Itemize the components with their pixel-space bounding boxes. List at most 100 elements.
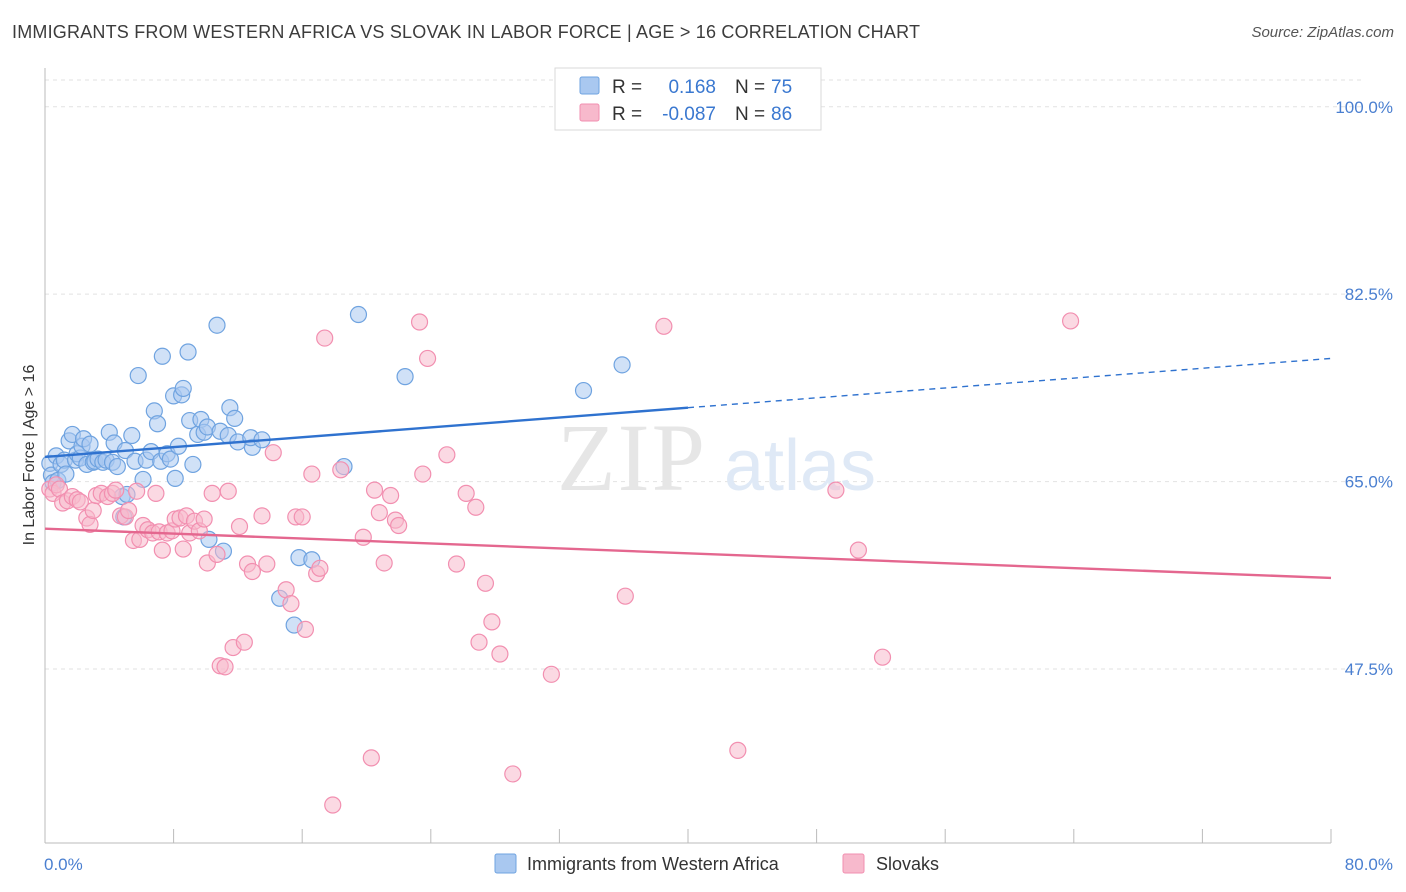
point-western-africa	[153, 347, 171, 365]
point-slovaks	[203, 484, 221, 502]
x-tick-labels: 0.0% 80.0%	[44, 855, 1393, 874]
point-slovaks	[230, 517, 249, 536]
legend-n-label: N =	[735, 104, 765, 125]
point-western-africa	[129, 366, 147, 385]
series-legend: Immigrants from Western Africa Slovaks	[494, 853, 939, 874]
point-slovaks	[616, 587, 634, 605]
point-slovaks	[365, 481, 384, 499]
point-slovaks	[153, 541, 171, 559]
watermark-atlas: atlas	[724, 426, 876, 506]
point-western-africa	[148, 415, 167, 433]
data-points	[41, 305, 1080, 814]
point-slovaks	[216, 658, 234, 676]
watermark-zip: ZIP	[557, 404, 707, 511]
point-slovaks	[316, 329, 334, 347]
point-slovaks	[418, 349, 437, 368]
point-slovaks	[84, 501, 102, 520]
point-slovaks	[390, 516, 408, 535]
point-slovaks	[457, 484, 475, 502]
point-slovaks	[414, 465, 432, 483]
watermark: ZIP atlas	[557, 404, 876, 511]
trend-line-western-africa-extension	[687, 357, 1332, 409]
legend-swatch-pink	[579, 103, 600, 122]
point-western-africa	[57, 465, 75, 483]
point-western-africa	[184, 455, 202, 474]
source-label: Source: ZipAtlas.com	[1251, 24, 1394, 41]
trend-line-western-africa	[44, 406, 689, 459]
point-slovaks	[324, 796, 342, 814]
point-western-africa	[574, 381, 593, 400]
point-slovaks	[107, 481, 125, 499]
point-western-africa	[208, 316, 226, 334]
x-tick-label-min: 0.0%	[44, 855, 83, 874]
point-slovaks	[410, 313, 429, 331]
point-slovaks	[71, 493, 89, 511]
point-slovaks	[311, 559, 329, 577]
point-slovaks	[174, 540, 192, 558]
point-slovaks	[655, 317, 673, 335]
point-slovaks	[729, 741, 747, 759]
point-slovaks	[303, 465, 321, 483]
legend-r-value: -0.087	[662, 104, 716, 125]
point-slovaks	[296, 620, 315, 638]
series-swatch-slovaks	[842, 853, 865, 874]
legend-n-value: 86	[771, 104, 792, 125]
point-slovaks	[362, 749, 380, 767]
point-slovaks	[253, 507, 271, 525]
legend-r-value: 0.168	[668, 77, 716, 98]
point-slovaks	[235, 633, 253, 651]
point-slovaks	[243, 562, 261, 581]
point-slovaks	[873, 648, 892, 666]
point-slovaks	[1061, 312, 1080, 330]
point-slovaks	[470, 633, 488, 651]
point-slovaks	[219, 482, 237, 500]
point-slovaks	[128, 482, 146, 500]
axes	[44, 68, 1332, 844]
point-slovaks	[467, 498, 485, 516]
point-western-africa	[396, 368, 414, 386]
series-label-slovaks: Slovaks	[876, 854, 939, 874]
point-western-africa	[179, 343, 197, 361]
y-tick-label: 47.5%	[1345, 660, 1393, 679]
point-western-africa	[123, 426, 141, 445]
legend-n-label: N =	[735, 77, 765, 98]
point-slovaks	[264, 444, 282, 462]
point-slovaks	[504, 765, 522, 783]
point-slovaks	[483, 613, 501, 631]
point-slovaks	[332, 461, 350, 479]
y-axis-label: In Labor Force | Age > 16	[21, 365, 38, 546]
point-western-africa	[613, 356, 631, 374]
point-slovaks	[491, 645, 509, 663]
y-tick-label: 100.0%	[1335, 98, 1393, 117]
point-slovaks	[119, 501, 138, 520]
point-slovaks	[542, 665, 560, 683]
point-slovaks	[476, 574, 495, 592]
x-tick-label-max: 80.0%	[1345, 855, 1393, 874]
point-slovaks	[293, 508, 311, 526]
point-western-africa	[226, 409, 244, 427]
trend-line-slovaks	[44, 527, 1332, 580]
point-western-africa	[81, 435, 99, 453]
series-swatch-western-africa	[494, 853, 517, 874]
point-slovaks	[827, 481, 845, 499]
y-tick-label: 65.0%	[1345, 473, 1393, 492]
chart-title: IMMIGRANTS FROM WESTERN AFRICA VS SLOVAK…	[12, 22, 921, 42]
y-tick-label: 82.5%	[1345, 285, 1393, 304]
point-western-africa	[349, 305, 368, 324]
grid-lines	[45, 79, 1365, 670]
legend-r-label: R =	[612, 104, 642, 125]
point-western-africa	[166, 469, 184, 487]
point-slovaks	[147, 484, 165, 502]
point-slovaks	[354, 528, 372, 546]
point-slovaks	[375, 554, 393, 572]
point-slovaks	[195, 510, 213, 528]
series-label-western-africa: Immigrants from Western Africa	[527, 854, 780, 874]
point-western-africa	[174, 379, 192, 398]
trend-lines	[44, 357, 1332, 580]
point-slovaks	[258, 555, 276, 573]
point-slovaks	[208, 545, 226, 563]
point-slovaks	[849, 541, 867, 559]
point-slovaks	[382, 486, 400, 505]
point-western-africa	[108, 457, 126, 476]
